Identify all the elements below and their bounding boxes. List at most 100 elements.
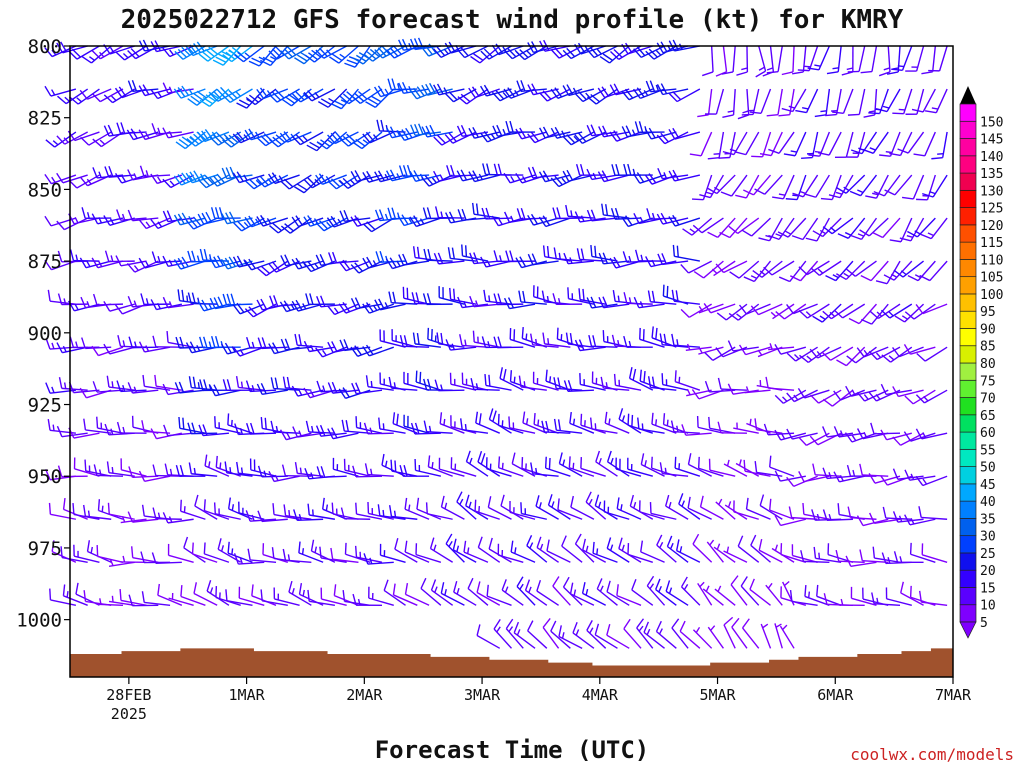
colorbar-label: 60 xyxy=(980,426,996,441)
y-tick-label: 975 xyxy=(28,538,62,560)
colorbar-swatch xyxy=(960,294,976,311)
barb-feather xyxy=(848,71,859,72)
barb-feather xyxy=(416,371,417,382)
colorbar-swatch xyxy=(960,605,976,622)
barb-feather xyxy=(179,417,180,428)
barb-feather xyxy=(120,589,121,600)
colorbar-label: 70 xyxy=(980,392,996,407)
barb-feather xyxy=(489,375,490,386)
barb-feather xyxy=(821,199,832,200)
barb-staff xyxy=(874,433,900,434)
colorbar-label: 45 xyxy=(980,478,996,493)
barb-half-feather xyxy=(526,334,527,340)
barb-feather xyxy=(786,199,797,200)
colorbar-label: 145 xyxy=(980,133,1003,148)
barb-feather xyxy=(45,86,51,96)
barb-half-feather xyxy=(489,295,490,301)
barb-feather xyxy=(709,417,710,428)
colorbar-swatch xyxy=(960,190,976,207)
barb-half-feather xyxy=(444,419,445,425)
barb-half-feather xyxy=(232,548,233,554)
barb-half-feather xyxy=(606,382,607,388)
barb-half-feather xyxy=(194,468,195,474)
barb-half-feather xyxy=(52,90,55,95)
colorbar-label: 50 xyxy=(980,461,996,476)
barb-half-feather xyxy=(524,381,525,387)
barb-feather xyxy=(848,114,859,115)
colorbar-label: 35 xyxy=(980,512,996,527)
barb-half-feather xyxy=(514,377,515,383)
barb-feather xyxy=(667,286,668,297)
colorbar-swatch xyxy=(960,398,976,415)
barb-feather xyxy=(108,503,109,514)
colorbar-swatch xyxy=(960,277,976,294)
colorbar-swatch xyxy=(960,484,976,501)
x-tick-label: 3MAR xyxy=(464,686,501,704)
colorbar-label: 120 xyxy=(980,219,1003,234)
barb-feather xyxy=(509,416,510,427)
barb-feather xyxy=(546,457,547,468)
barb-feather xyxy=(557,328,558,339)
barb-feather xyxy=(265,418,266,429)
colorbar-bottom-arrow xyxy=(960,622,976,638)
barb-half-feather xyxy=(53,425,54,431)
colorbar-label: 85 xyxy=(980,340,996,355)
colorbar-label: 65 xyxy=(980,409,996,424)
colorbar-label: 140 xyxy=(980,150,1003,165)
colorbar-swatch xyxy=(960,311,976,328)
barb-half-feather xyxy=(809,592,810,598)
barb-half-feather xyxy=(242,468,243,474)
barb-feather xyxy=(64,498,65,509)
barb-feather xyxy=(581,414,582,425)
colorbar-label: 20 xyxy=(980,564,996,579)
barb-feather xyxy=(356,503,357,514)
colorbar-swatch xyxy=(960,467,976,484)
barb-half-feather xyxy=(67,591,68,597)
y-tick-label: 950 xyxy=(28,466,62,488)
colorbar-label: 55 xyxy=(980,443,996,458)
barb-half-feather xyxy=(819,553,820,559)
barb-feather xyxy=(663,285,664,296)
colorbar-label: 130 xyxy=(980,184,1003,199)
barb-half-feather xyxy=(618,296,619,302)
barb-feather xyxy=(63,585,64,596)
barb-feather xyxy=(511,370,512,381)
colorbar-label: 110 xyxy=(980,253,1003,268)
colorbar-swatch xyxy=(960,156,976,173)
colorbar-label: 135 xyxy=(980,167,1003,182)
barb-feather xyxy=(591,245,592,256)
x-tick-label: 5MAR xyxy=(699,686,736,704)
barb-half-feather xyxy=(656,419,657,425)
barb-feather xyxy=(204,542,205,553)
barb-half-feather xyxy=(550,376,551,382)
barb-half-feather xyxy=(220,462,221,468)
barb-feather xyxy=(803,503,804,514)
barb-half-feather xyxy=(52,387,54,393)
colorbar-swatch xyxy=(960,553,976,570)
barb-feather xyxy=(427,502,428,513)
barb-feather xyxy=(391,460,392,471)
barb-half-feather xyxy=(395,511,396,517)
barb-half-feather xyxy=(112,596,113,602)
colorbar-swatch xyxy=(960,363,976,380)
barb-half-feather xyxy=(536,468,537,474)
colorbar-swatch xyxy=(960,415,976,432)
barb-half-feather xyxy=(548,338,549,344)
colorbar-swatch xyxy=(960,259,976,276)
barb-feather xyxy=(742,114,753,115)
barb-feather xyxy=(662,373,663,384)
barb-half-feather xyxy=(112,381,113,387)
barb-half-feather xyxy=(187,296,188,302)
colorbar-label: 25 xyxy=(980,547,996,562)
y-tick-label: 825 xyxy=(28,108,62,130)
barb-half-feather xyxy=(102,506,103,512)
barb-half-feather xyxy=(300,468,301,474)
barb-feather xyxy=(595,246,596,257)
colorbar-label: 95 xyxy=(980,305,996,320)
colorbar-swatch xyxy=(960,380,976,397)
barb-feather xyxy=(664,413,665,424)
colorbar-label: 150 xyxy=(980,115,1003,130)
barb-half-feather xyxy=(230,467,231,473)
barb-half-feather xyxy=(303,548,304,554)
barb-feather xyxy=(485,374,486,385)
